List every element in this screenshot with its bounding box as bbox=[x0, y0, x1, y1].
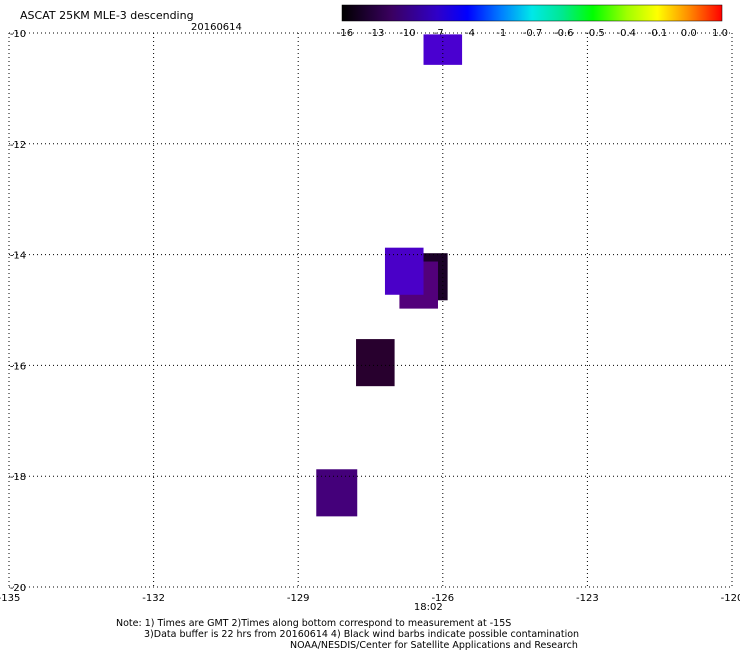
data-cell bbox=[384, 247, 424, 295]
y-tick-label: -14 bbox=[10, 251, 26, 262]
colorbar-label: -0.7 bbox=[523, 28, 543, 39]
data-cell bbox=[356, 339, 395, 387]
y-tick-label: -20 bbox=[10, 583, 26, 594]
note-line-2: 3)Data buffer is 22 hrs from 20160614 4)… bbox=[144, 629, 579, 640]
chart-title: ASCAT 25KM MLE-3 descending bbox=[20, 9, 194, 22]
note-line-1: Note: 1) Times are GMT 2)Times along bot… bbox=[116, 618, 511, 629]
colorbar-label: 1.0 bbox=[712, 28, 728, 39]
y-tick-labels: -10 -12 -14 -16 -18 -20 bbox=[10, 29, 26, 594]
x-tick-label: -120 bbox=[721, 593, 740, 604]
x-tick-label: -135 bbox=[0, 593, 20, 604]
colorbar-label: -0.5 bbox=[585, 28, 605, 39]
colorbar bbox=[341, 4, 723, 22]
grid-lines bbox=[8, 32, 733, 588]
note-line-3: NOAA/NESDIS/Center for Satellite Applica… bbox=[290, 640, 578, 650]
y-tick-label: -18 bbox=[10, 472, 26, 483]
colorbar-label: 0.0 bbox=[681, 28, 697, 39]
y-tick-label: -12 bbox=[10, 140, 26, 151]
y-tick-label: -10 bbox=[10, 29, 26, 40]
chart-date: 20160614 bbox=[191, 22, 242, 33]
colorbar-label: -13 bbox=[368, 28, 384, 39]
colorbar-label: -7 bbox=[434, 28, 444, 39]
colorbar-label: -0.4 bbox=[616, 28, 636, 39]
x-tick-label: -123 bbox=[576, 593, 599, 604]
y-tick-label: -16 bbox=[10, 361, 26, 372]
data-cell bbox=[316, 469, 358, 517]
x-tick-label: -129 bbox=[287, 593, 310, 604]
colorbar-label: -10 bbox=[399, 28, 415, 39]
colorbar-label: -0.6 bbox=[554, 28, 574, 39]
x-tick-labels: -135 -132 -129 -126 -123 -120 bbox=[0, 593, 740, 604]
data-cells bbox=[316, 34, 463, 517]
time-label: 18:02 bbox=[414, 602, 443, 613]
x-tick-label: -132 bbox=[142, 593, 165, 604]
x-tick-label: -126 bbox=[431, 593, 454, 604]
